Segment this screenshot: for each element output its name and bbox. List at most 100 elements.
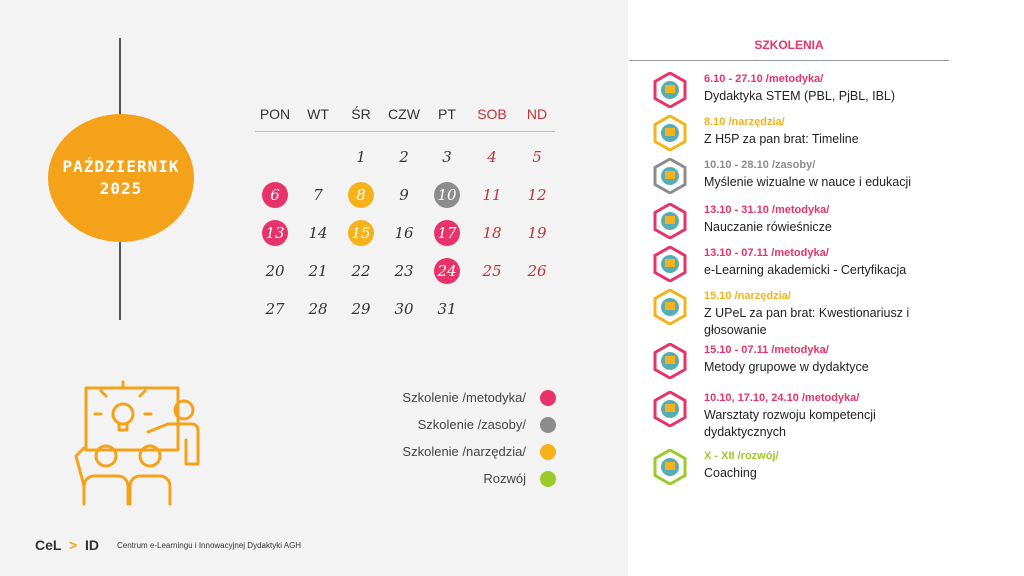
training-title: Dydaktyka STEM (PBL, PjBL, IBL): [704, 89, 896, 103]
calendar-day-14[interactable]: 14: [301, 216, 335, 250]
training-date: 13.10 - 07.11 /metodyka/: [704, 247, 829, 259]
legend-item: Szkolenie /narzędzia/: [330, 442, 560, 462]
peers-icon: [653, 203, 687, 239]
calendar-day-4[interactable]: 4: [475, 140, 509, 174]
day-number: 5: [532, 148, 542, 166]
day-name-4: PT: [438, 106, 456, 122]
day-number: 26: [527, 262, 547, 280]
day-number: 17: [437, 224, 457, 242]
day-number: 10: [437, 186, 457, 204]
legend-label: Rozwój: [483, 471, 526, 486]
day-name-5: SOB: [477, 106, 507, 122]
calendar-day-31[interactable]: 31: [430, 292, 464, 326]
calendar-day-28[interactable]: 28: [301, 292, 335, 326]
legend-item: Rozwój: [330, 469, 560, 489]
day-number: 4: [487, 148, 497, 166]
group-icon: [653, 343, 687, 379]
day-number: 13: [265, 224, 285, 242]
training-title: Coaching: [704, 466, 757, 480]
training-date: X - XII /rozwój/: [704, 450, 779, 462]
legend-item: Szkolenie /zasoby/: [330, 415, 560, 435]
day-number: 31: [437, 300, 457, 318]
calendar-day-23[interactable]: 23: [387, 254, 421, 288]
calendar-day-17[interactable]: 17: [430, 216, 464, 250]
legend-dot: [540, 471, 556, 487]
calendar-day-18[interactable]: 18: [475, 216, 509, 250]
day-highlight: [348, 220, 374, 246]
presenter-illustration-icon: [74, 380, 200, 506]
calendar-day-5[interactable]: 5: [520, 140, 554, 174]
day-highlight: [434, 220, 460, 246]
day-highlight: [262, 182, 288, 208]
calendar-day-10[interactable]: 10: [430, 178, 464, 212]
day-number: 15: [351, 224, 371, 242]
coaching-icon: [653, 449, 687, 485]
calendar-header: PON WT ŚR CZW PT SOB ND: [255, 100, 555, 132]
day-highlight: [348, 182, 374, 208]
training-date: 8.10 /narzędzia/: [704, 116, 785, 128]
legend-dot: [540, 444, 556, 460]
training-title: Z H5P za pan brat: Timeline: [704, 132, 859, 146]
footer-text: Centrum e-Learningu i Innowacyjnej Dydak…: [117, 541, 302, 550]
calendar-day-24[interactable]: 24: [430, 254, 464, 288]
calendar-day-8[interactable]: 8: [344, 178, 378, 212]
day-name-1: WT: [307, 106, 329, 122]
calendar-day-13[interactable]: 13: [258, 216, 292, 250]
day-number: 1: [356, 148, 366, 166]
board-icon: [653, 115, 687, 151]
certificate-icon: [653, 246, 687, 282]
calendar-day-11[interactable]: 11: [475, 178, 509, 212]
calendar-day-29[interactable]: 29: [344, 292, 378, 326]
calendar-day-30[interactable]: 30: [387, 292, 421, 326]
legend-dot: [540, 390, 556, 406]
calendar-day-7[interactable]: 7: [301, 178, 335, 212]
day-number: 27: [265, 300, 285, 318]
calendar-day-2[interactable]: 2: [387, 140, 421, 174]
legend-label: Szkolenie /metodyka/: [402, 390, 526, 405]
day-number: 3: [442, 148, 452, 166]
calendar-day-9[interactable]: 9: [387, 178, 421, 212]
day-number: 28: [308, 300, 328, 318]
calendar-day-21[interactable]: 21: [301, 254, 335, 288]
calendar-day-20[interactable]: 20: [258, 254, 292, 288]
day-name-2: ŚR: [351, 106, 371, 122]
day-number: 25: [482, 262, 502, 280]
training-date: 10.10, 17.10, 24.10 /metodyka/: [704, 392, 860, 404]
legend-label: Szkolenie /narzędzia/: [402, 444, 526, 459]
day-number: 9: [399, 186, 409, 204]
month-badge: PAŹDZIERNIK 2025: [48, 114, 194, 242]
day-number: 7: [313, 186, 323, 204]
month-name: PAŹDZIERNIK: [62, 157, 180, 176]
legend-dot: [540, 417, 556, 433]
cel-id-logo: CeL > ID: [35, 537, 99, 553]
training-title: e-Learning akademicki - Certyfikacja: [704, 263, 907, 277]
training-title: Myślenie wizualne w nauce i edukacji: [704, 175, 912, 189]
calendar-day-12[interactable]: 12: [520, 178, 554, 212]
calendar-day-22[interactable]: 22: [344, 254, 378, 288]
calendar-day-3[interactable]: 3: [430, 140, 464, 174]
logo-arrow-icon: >: [65, 537, 82, 553]
calendar-day-6[interactable]: 6: [258, 178, 292, 212]
calendar-day-1[interactable]: 1: [344, 140, 378, 174]
legend-item: Szkolenie /metodyka/: [330, 388, 560, 408]
day-name-3: CZW: [388, 106, 420, 122]
day-number: 8: [356, 186, 366, 204]
day-name-0: PON: [259, 106, 291, 122]
day-number: 22: [351, 262, 371, 280]
day-number: 19: [527, 224, 547, 242]
day-name-6: ND: [526, 106, 548, 122]
idea-icon: [653, 158, 687, 194]
day-number: 24: [437, 262, 457, 280]
calendar-day-19[interactable]: 19: [520, 216, 554, 250]
calendar-day-26[interactable]: 26: [520, 254, 554, 288]
calendar-day-16[interactable]: 16: [387, 216, 421, 250]
day-number: 2: [399, 148, 409, 166]
day-number: 20: [265, 262, 285, 280]
training-title: Metody grupowe w dydaktyce: [704, 360, 869, 374]
legend-label: Szkolenie /zasoby/: [417, 417, 526, 432]
calendar-day-27[interactable]: 27: [258, 292, 292, 326]
training-title: Z UPeL za pan brat: Kwestionariusz i gło…: [704, 306, 910, 337]
calendar-day-25[interactable]: 25: [475, 254, 509, 288]
calendar-day-15[interactable]: 15: [344, 216, 378, 250]
